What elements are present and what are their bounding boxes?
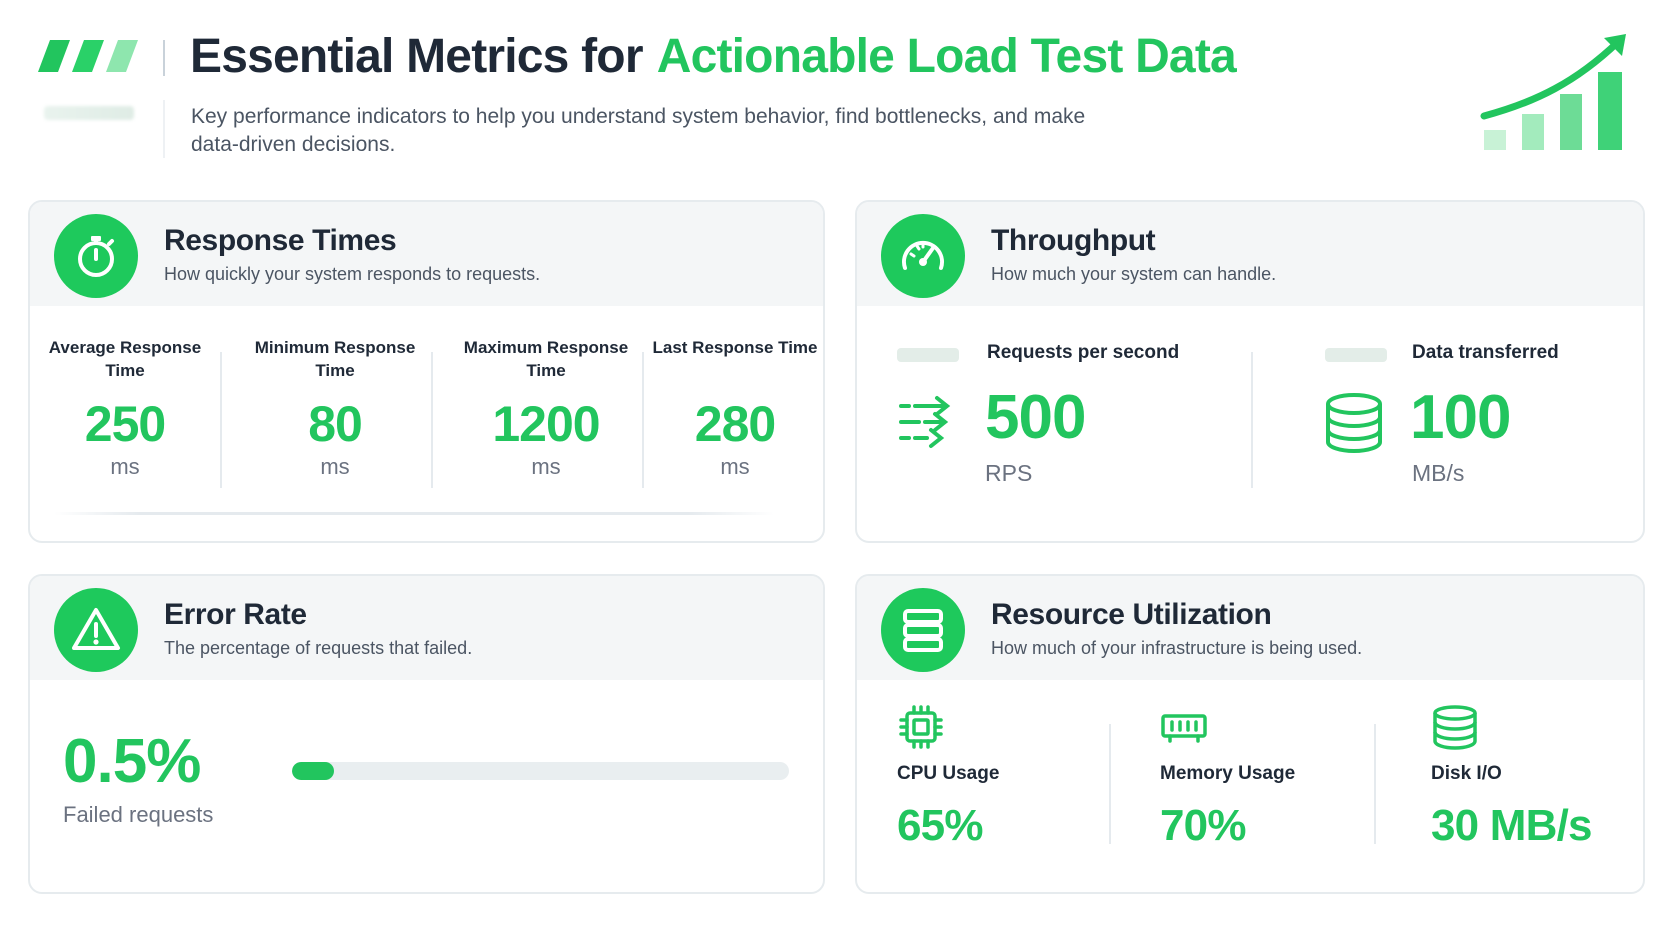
metric-unit: RPS (985, 460, 1033, 486)
metric-unit: MB/s (1412, 460, 1465, 486)
metric-label: Requests per second (987, 342, 1180, 363)
card-title: Throughput (991, 224, 1156, 257)
metric-value: 280 (694, 396, 776, 452)
logo-stripes-icon (38, 40, 138, 72)
metric-memory-usage: Memory Usage 70% (1160, 704, 1295, 851)
metric-value: 250 (84, 396, 166, 452)
metric-value: 65% (897, 801, 983, 850)
card-description: How much your system can handle. (991, 264, 1277, 284)
card-header: Response Times How quickly your system r… (30, 202, 823, 306)
server-icon (881, 588, 965, 672)
page-title-main: Essential Metrics for (190, 30, 644, 83)
metric-value: 500 (985, 383, 1086, 452)
resource-utilization-card: Resource Utilization How much of your in… (855, 574, 1645, 894)
metric-unit: ms (531, 454, 561, 479)
metric-value: 100 (1410, 383, 1511, 452)
header-divider-faint (163, 100, 165, 158)
page-title: Essential Metrics for Actionable Load Tes… (190, 28, 1237, 86)
card-title: Resource Utilization (991, 598, 1272, 631)
card-header: Resource Utilization How much of your in… (857, 576, 1643, 680)
growth-chart-icon (1480, 34, 1626, 150)
disk-icon (1433, 705, 1477, 750)
warning-triangle-icon (54, 588, 138, 672)
column-divider (1251, 352, 1253, 488)
label-placeholder (897, 348, 959, 362)
metric-maximum-response: Maximum Response Time 1200 ms (451, 336, 641, 480)
card-title: Response Times (164, 224, 397, 257)
metric-value: 70% (1160, 801, 1246, 850)
column-divider (431, 352, 433, 488)
error-rate-progress-fill (292, 762, 334, 780)
metric-label: Last Response Time (652, 338, 818, 357)
metric-last-response: Last Response Time 280 ms (650, 336, 820, 480)
metric-average-response: Average Response Time 250 ms (30, 336, 220, 480)
card-description: How quickly your system responds to requ… (164, 264, 541, 284)
metric-unit: ms (320, 454, 350, 479)
metric-value: 1200 (492, 396, 600, 452)
page-subtitle: Key performance indicators to help you u… (191, 105, 1086, 156)
error-rate-progress-bar (292, 762, 789, 780)
card-description: How much of your infrastructure is being… (991, 638, 1363, 658)
metric-unit: ms (110, 454, 140, 479)
metric-label: Disk I/O (1431, 763, 1502, 784)
cpu-icon (899, 705, 943, 749)
card-header: Error Rate The percentage of requests th… (30, 576, 823, 680)
metric-label: CPU Usage (897, 763, 1000, 784)
error-rate-card: Error Rate The percentage of requests th… (28, 574, 825, 894)
error-rate-value: 0.5% (63, 727, 201, 796)
metric-label: Memory Usage (1160, 763, 1296, 784)
response-times-card: Response Times How quickly your system r… (28, 200, 825, 543)
column-divider (220, 352, 222, 488)
memory-icon (1161, 714, 1207, 743)
metric-label: Minimum Response Time (254, 338, 416, 380)
throughput-card: Throughput How much your system can hand… (855, 200, 1645, 543)
metric-disk-io: Disk I/O 30 MB/s (1431, 704, 1593, 851)
transfer-arrows-icon (899, 396, 951, 448)
column-divider (1109, 724, 1111, 844)
column-divider (1374, 724, 1376, 844)
card-title: Error Rate (164, 598, 307, 631)
column-divider (642, 352, 644, 488)
metric-cpu-usage: CPU Usage 65% (897, 704, 999, 851)
card-footer-line (54, 512, 774, 515)
label-placeholder (1325, 348, 1387, 362)
card-description: The percentage of requests that failed. (164, 638, 473, 658)
metric-label: Average Response Time (48, 338, 202, 380)
logo-caption-blur (44, 106, 134, 120)
card-header: Throughput How much your system can hand… (857, 202, 1643, 306)
metric-minimum-response: Minimum Response Time 80 ms (240, 336, 430, 480)
speedometer-icon (881, 214, 965, 298)
metric-value: 30 MB/s (1431, 801, 1593, 850)
error-rate-label: Failed requests (63, 802, 214, 827)
metric-label: Data transferred (1412, 342, 1559, 363)
page-header: Essential Metrics for Actionable Load Tes… (0, 0, 1672, 180)
metric-value: 80 (308, 396, 363, 452)
header-divider (163, 40, 165, 76)
metric-label: Maximum Response Time (463, 338, 629, 380)
metric-unit: ms (720, 454, 750, 479)
database-icon (1326, 393, 1382, 454)
page-title-highlight: Actionable Load Test Data (656, 30, 1237, 83)
stopwatch-icon (54, 214, 138, 298)
